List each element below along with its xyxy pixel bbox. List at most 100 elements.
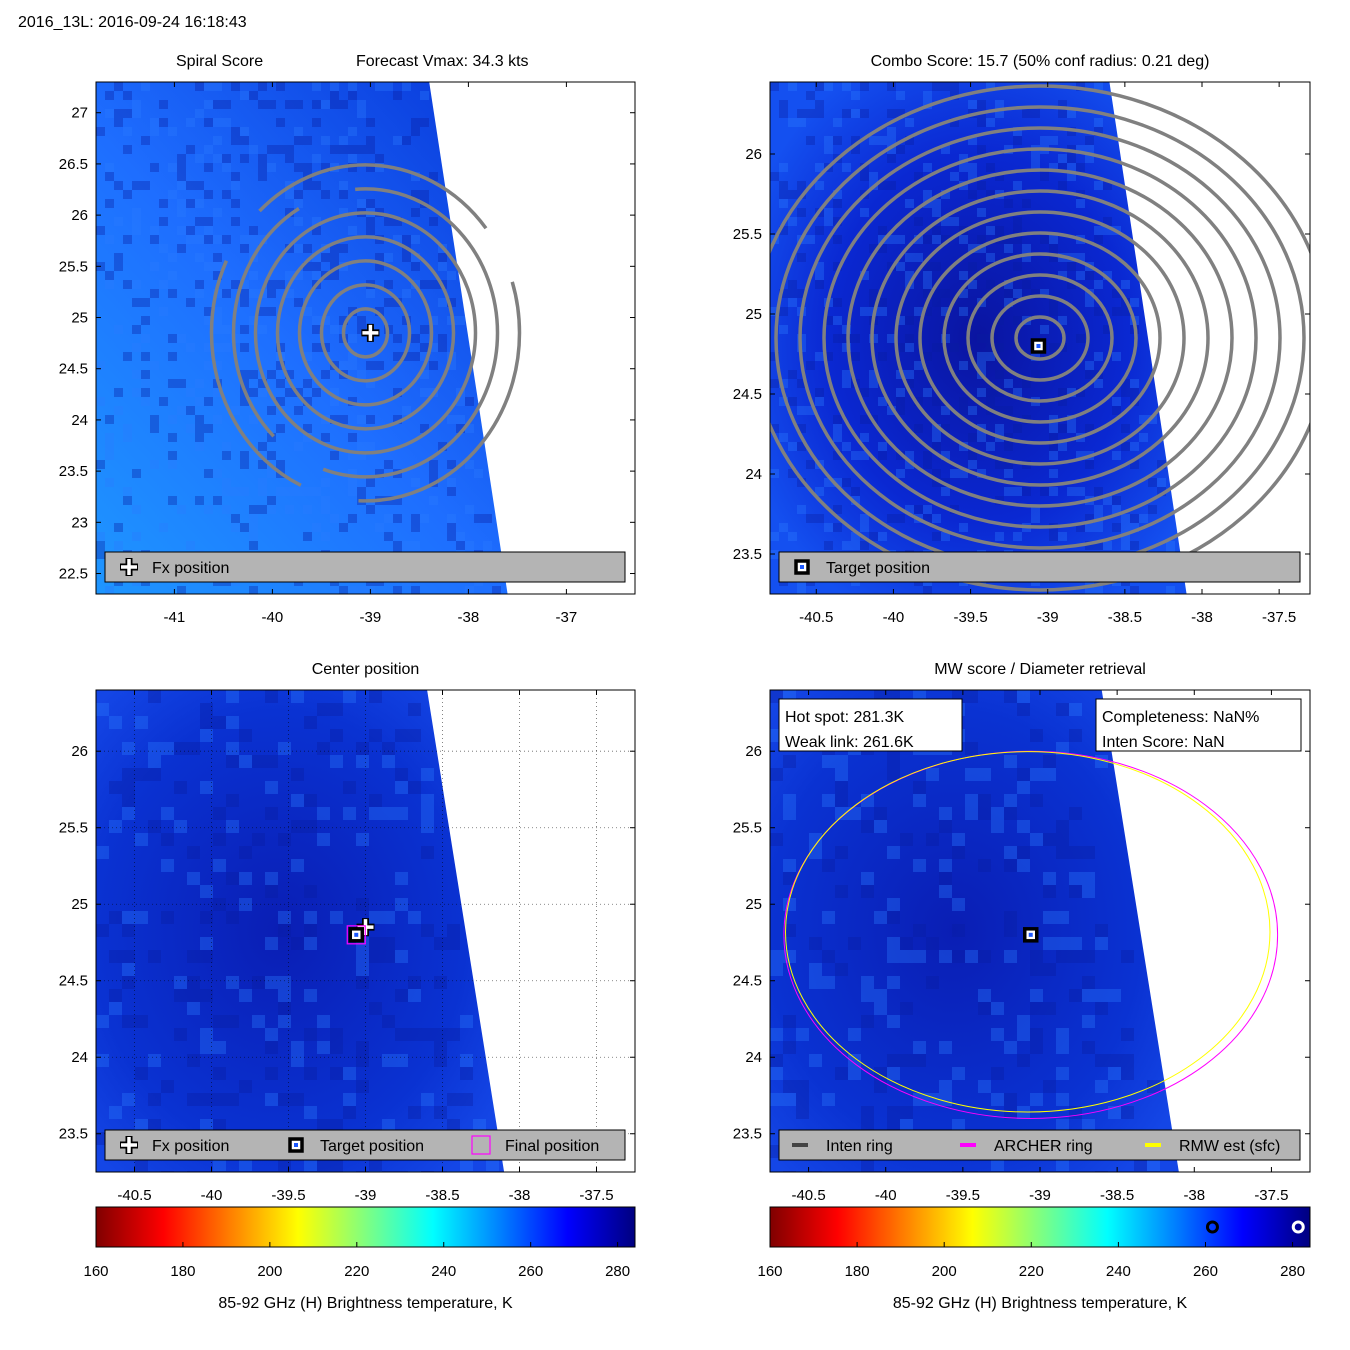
panel-4-pixel xyxy=(1017,690,1030,703)
panel-1-pixel xyxy=(159,199,168,208)
panel-4-pixel xyxy=(770,1028,783,1041)
panel-2-pixel xyxy=(950,217,959,226)
panel-1-pixel xyxy=(204,100,213,109)
panel-4-pixel xyxy=(887,768,900,781)
panel-1-pixel xyxy=(141,370,150,379)
panel-1-pixel xyxy=(204,217,213,226)
panel-1-pixel xyxy=(321,163,330,172)
panel-4-pixel xyxy=(1043,1002,1056,1015)
panel-4-pixel xyxy=(1004,846,1017,859)
panel-3-pixel xyxy=(174,742,187,755)
panel-2-pixel xyxy=(833,235,842,244)
panel-4-pixel xyxy=(1069,846,1082,859)
panel-4-pixel xyxy=(1121,1106,1134,1119)
panel-3-pixel xyxy=(174,820,187,833)
panel-4-ytick-label: 25.5 xyxy=(733,820,762,837)
panel-3-pixel xyxy=(200,950,213,963)
panel-3-pixel xyxy=(96,846,109,859)
panel-3-pixel xyxy=(434,1041,447,1054)
panel-1-pixel xyxy=(258,460,267,469)
panel-2-pixel xyxy=(941,190,950,199)
panel-2-pixel xyxy=(896,109,905,118)
panel-2-pixel xyxy=(1121,388,1130,397)
panel-1-xtick-label: -38 xyxy=(458,609,480,626)
colorbar-2-tick-label: 240 xyxy=(1106,1263,1131,1280)
panel-2-pixel xyxy=(977,145,986,154)
panel-1-pixel xyxy=(483,514,492,523)
panel-3-pixel xyxy=(148,820,161,833)
panel-3-pixel xyxy=(278,1015,291,1028)
panel-1-pixel xyxy=(465,397,474,406)
panel-3-pixel xyxy=(135,911,148,924)
panel-4-pixel xyxy=(887,911,900,924)
panel-1-pixel xyxy=(114,109,123,118)
panel-4-pixel xyxy=(835,781,848,794)
panel-3-pixel xyxy=(291,820,304,833)
panel-4-pixel xyxy=(835,846,848,859)
panel-4-pixel xyxy=(1004,911,1017,924)
panel-1-pixel xyxy=(384,298,393,307)
panel-1-pixel xyxy=(150,424,159,433)
panel-2-pixel xyxy=(1157,487,1166,496)
colorbar-1-tick-label: 160 xyxy=(83,1263,108,1280)
panel-3-pixel xyxy=(200,885,213,898)
panel-2-pixel xyxy=(815,82,824,91)
panel-2-pixel xyxy=(1031,505,1040,514)
panel-2-pixel xyxy=(851,109,860,118)
colorbar-1-bar xyxy=(95,1206,636,1248)
panel-2-pixel xyxy=(1067,154,1076,163)
panel-4-stats-right-box xyxy=(1095,698,1302,752)
panel-2-pixel xyxy=(932,235,941,244)
panel-4-pixel xyxy=(874,989,887,1002)
panel-4-legend-box xyxy=(778,1129,1301,1161)
panel-2-xtick-label: -37.5 xyxy=(1262,609,1296,626)
panel-2-pixel xyxy=(869,532,878,541)
panel-1-pixel xyxy=(150,163,159,172)
panel-4-pixel xyxy=(1004,1106,1017,1119)
panel-4-pixel xyxy=(978,768,991,781)
panel-2-pixel xyxy=(779,181,788,190)
panel-2-pixel xyxy=(986,352,995,361)
panel-3-pixel xyxy=(109,781,122,794)
panel-1-pixel xyxy=(114,262,123,271)
panel-3-pixel xyxy=(382,807,395,820)
panel-4-pixel xyxy=(887,1119,900,1132)
panel-4-pixel xyxy=(1056,911,1069,924)
panel-3-pixel xyxy=(109,989,122,1002)
panel-1-pixel xyxy=(222,442,231,451)
panel-3-pixel xyxy=(122,807,135,820)
panel-3-pixel xyxy=(109,1002,122,1015)
panel-1-pixel xyxy=(132,532,141,541)
panel-2-title: Combo Score: 15.7 (50% conf radius: 0.21… xyxy=(871,53,1210,70)
panel-3-pixel xyxy=(330,729,343,742)
panel-1-pixel xyxy=(447,460,456,469)
panel-2-pixel xyxy=(995,460,1004,469)
panel-1-pixel xyxy=(375,361,384,370)
panel-1-pixel xyxy=(294,244,303,253)
panel-3-pixel xyxy=(395,1054,408,1067)
panel-2-pixel xyxy=(797,208,806,217)
panel-1-pixel xyxy=(195,154,204,163)
panel-2-pixel xyxy=(986,118,995,127)
panel-2-pixel xyxy=(977,361,986,370)
panel-1-pixel xyxy=(105,451,114,460)
panel-2-pixel xyxy=(779,523,788,532)
panel-1-pixel xyxy=(195,253,204,262)
panel-3-pixel xyxy=(382,742,395,755)
panel-1-pixel xyxy=(339,586,348,594)
panel-1-pixel xyxy=(132,325,141,334)
panel-2-pixel xyxy=(923,460,932,469)
panel-3-ytick-label: 24.5 xyxy=(59,973,88,990)
panel-1-pixel xyxy=(285,100,294,109)
panel-1-pixel xyxy=(285,487,294,496)
panel-1-pixel xyxy=(357,586,366,594)
panel-1-pixel xyxy=(195,433,204,442)
panel-3-pixel xyxy=(213,1158,226,1171)
panel-3-pixel xyxy=(135,1067,148,1080)
panel-2-pixel xyxy=(860,208,869,217)
panel-2-pixel xyxy=(1085,136,1094,145)
panel-4-pixel xyxy=(1095,1002,1108,1015)
panel-2-pixel xyxy=(779,325,788,334)
panel-2-pixel xyxy=(1040,325,1049,334)
